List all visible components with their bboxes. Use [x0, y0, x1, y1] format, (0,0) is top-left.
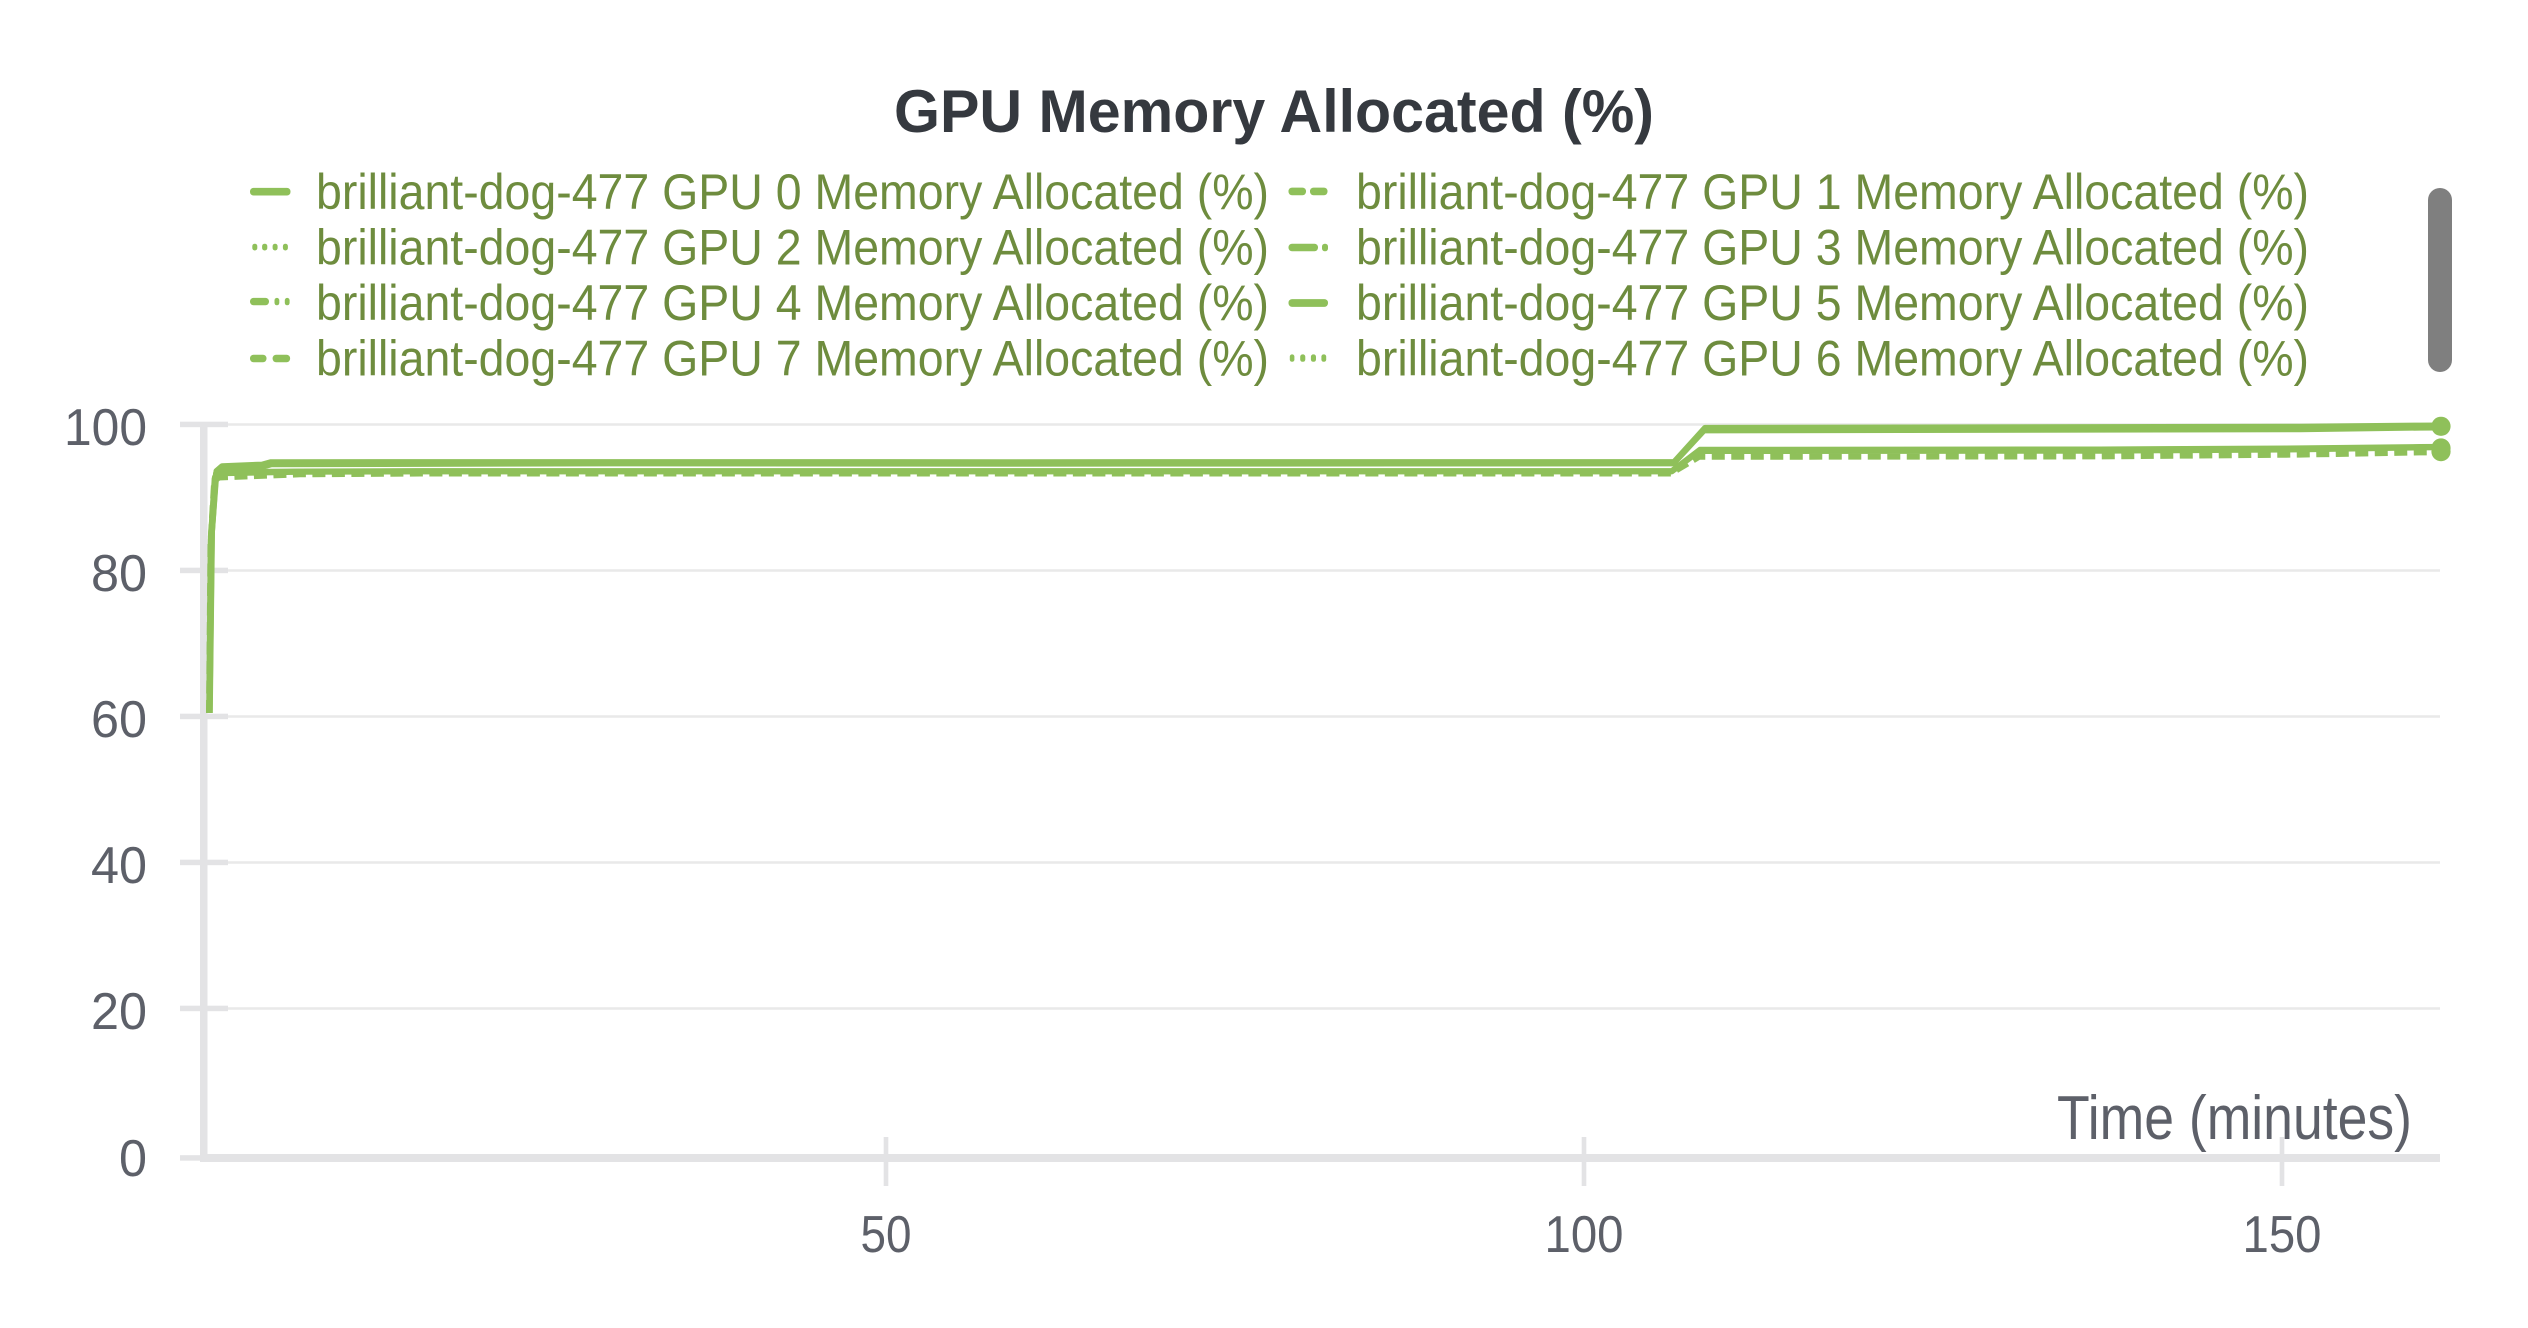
svg-text:20: 20: [91, 983, 147, 1041]
svg-text:brilliant-dog-477 GPU 2 Memory: brilliant-dog-477 GPU 2 Memory Allocated…: [316, 220, 1269, 276]
svg-text:150: 150: [2243, 1206, 2322, 1264]
svg-text:60: 60: [91, 691, 147, 749]
svg-text:brilliant-dog-477 GPU 6 Memory: brilliant-dog-477 GPU 6 Memory Allocated…: [1356, 331, 2309, 387]
svg-text:80: 80: [91, 545, 147, 603]
svg-text:brilliant-dog-477 GPU 5 Memory: brilliant-dog-477 GPU 5 Memory Allocated…: [1356, 275, 2309, 331]
svg-text:brilliant-dog-477 GPU 1 Memory: brilliant-dog-477 GPU 1 Memory Allocated…: [1356, 164, 2309, 220]
svg-text:brilliant-dog-477 GPU 0 Memory: brilliant-dog-477 GPU 0 Memory Allocated…: [316, 164, 1269, 220]
svg-text:brilliant-dog-477 GPU 4 Memory: brilliant-dog-477 GPU 4 Memory Allocated…: [316, 275, 1269, 331]
svg-text:GPU Memory Allocated (%): GPU Memory Allocated (%): [894, 78, 1654, 145]
svg-text:brilliant-dog-477 GPU 3 Memory: brilliant-dog-477 GPU 3 Memory Allocated…: [1356, 220, 2309, 276]
svg-text:brilliant-dog-477 GPU 7 Memory: brilliant-dog-477 GPU 7 Memory Allocated…: [316, 331, 1269, 387]
svg-text:Time (minutes): Time (minutes): [2057, 1084, 2412, 1153]
svg-text:0: 0: [119, 1130, 147, 1188]
svg-text:50: 50: [861, 1206, 912, 1264]
svg-text:100: 100: [64, 399, 147, 457]
svg-text:40: 40: [91, 837, 147, 895]
svg-text:100: 100: [1545, 1206, 1624, 1264]
